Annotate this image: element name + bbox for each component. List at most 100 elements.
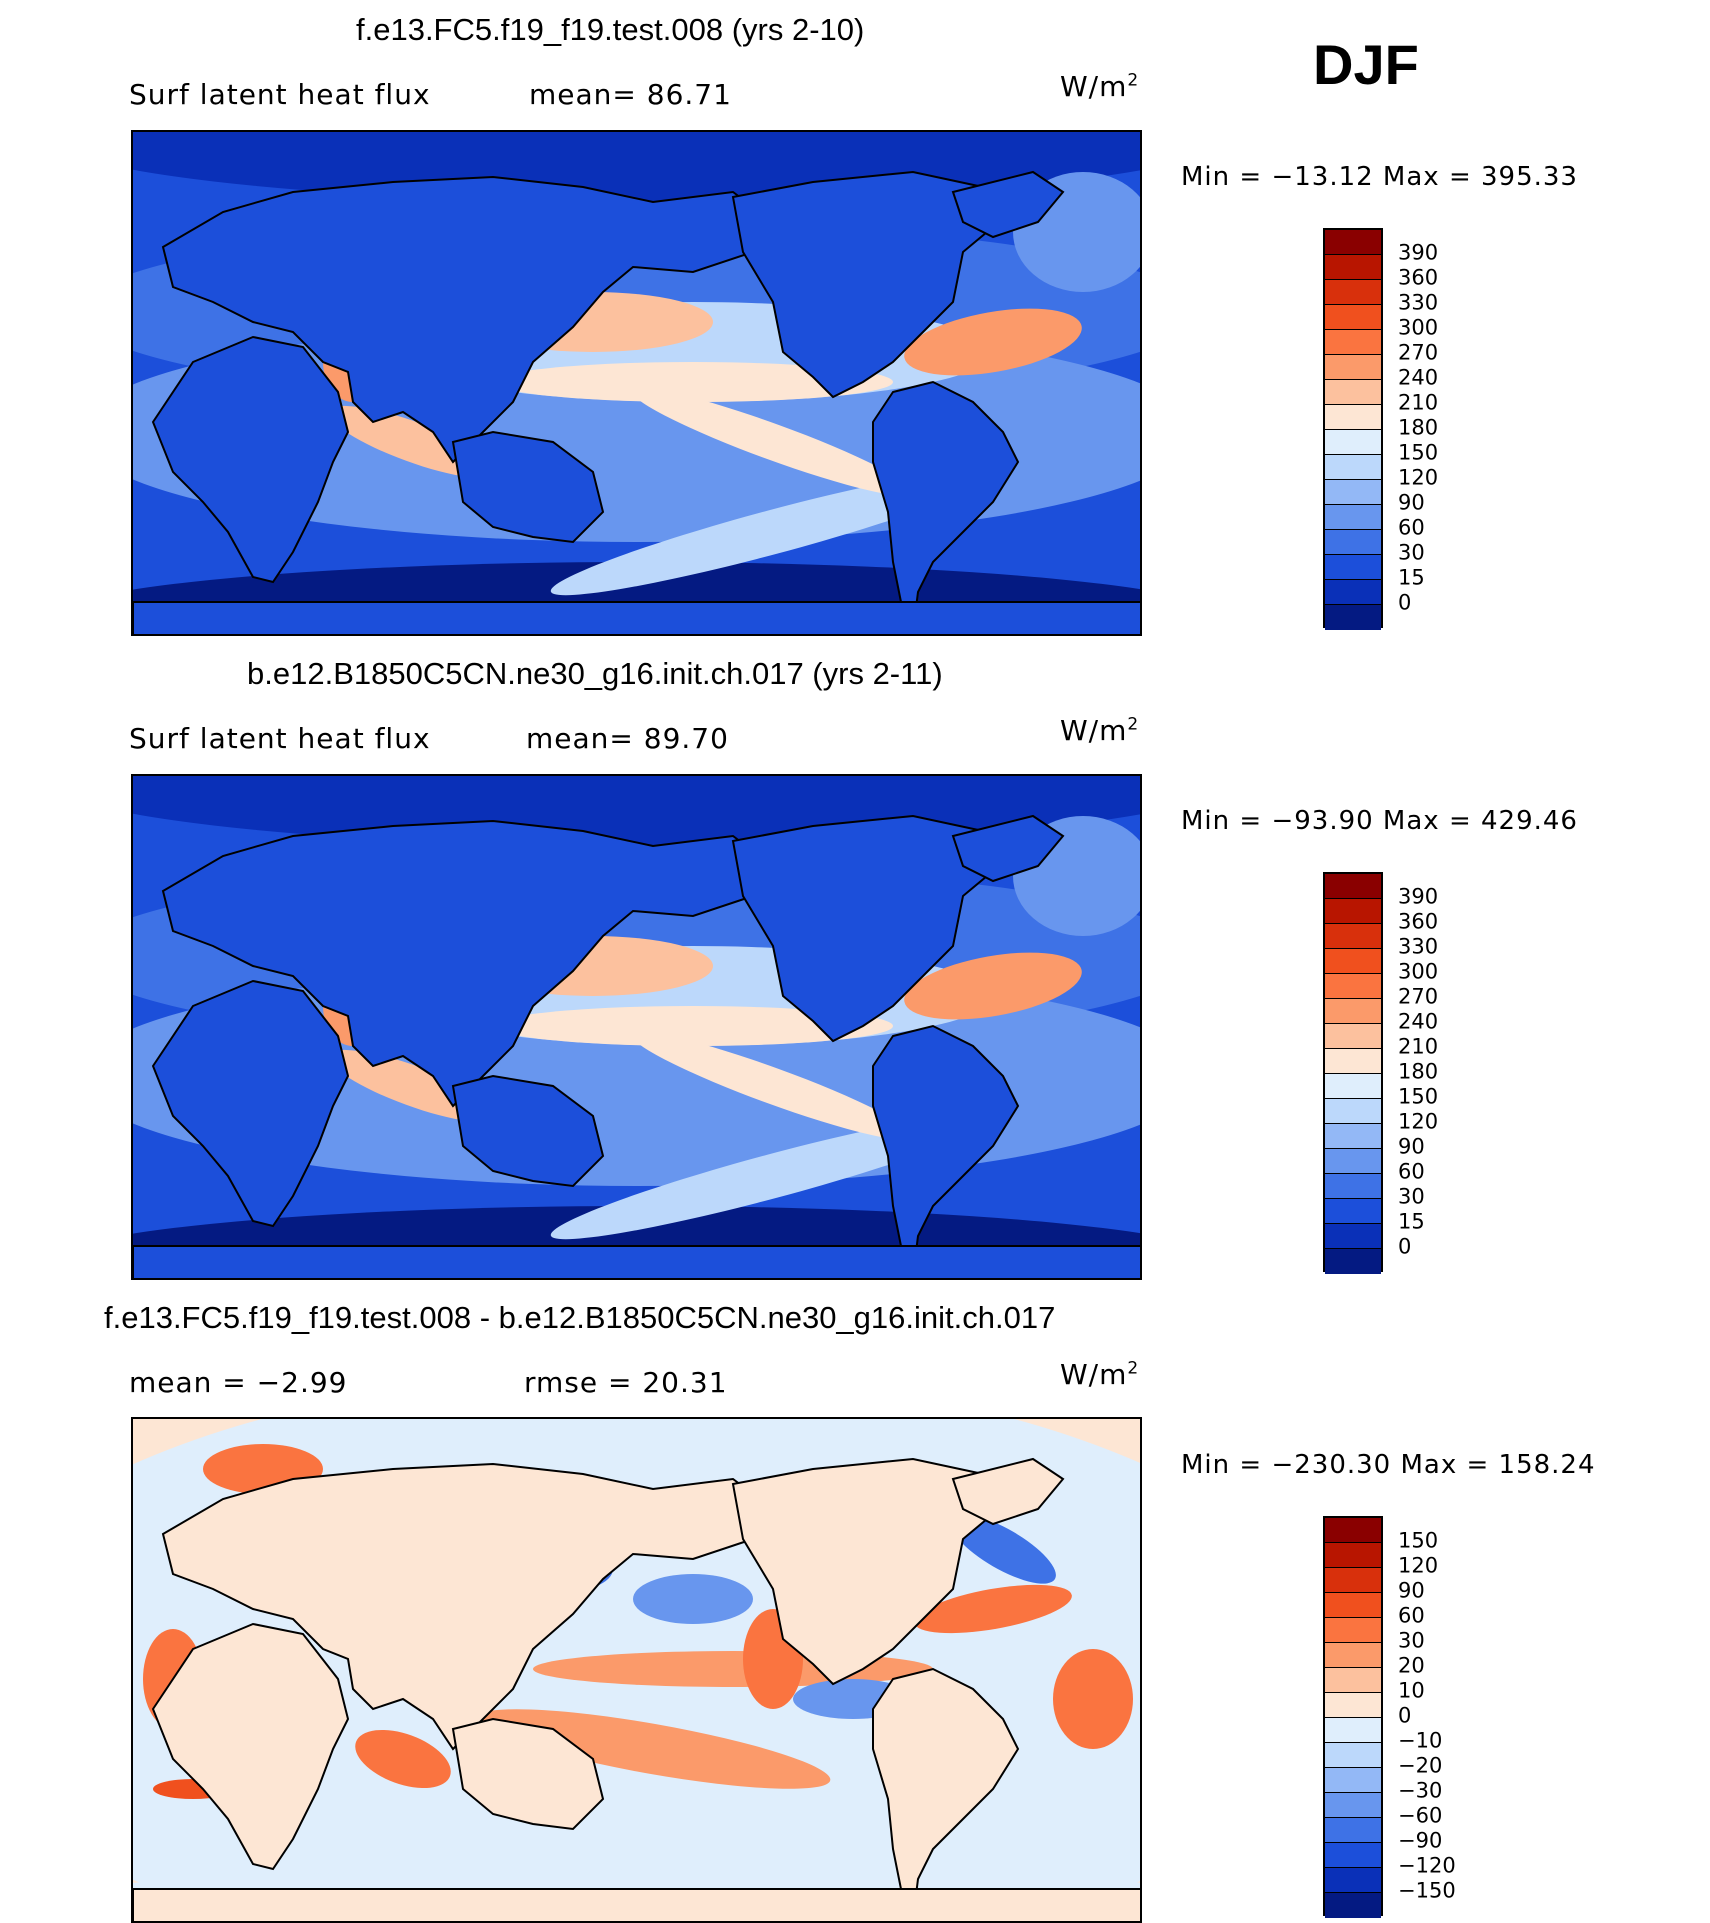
colorbar-swatch — [1325, 455, 1381, 480]
colorbar-swatch — [1325, 949, 1381, 974]
colorbar-level-label: 15 — [1398, 565, 1425, 590]
panel-3-title: f.e13.FC5.f19_f19.test.008 - b.e12.B1850… — [104, 1300, 1056, 1335]
panel-3-map — [131, 1417, 1142, 1923]
panel-1-colorbar — [1323, 228, 1383, 630]
colorbar-level-label: 30 — [1398, 540, 1425, 565]
colorbar-swatch — [1325, 1668, 1381, 1693]
colorbar-level-label: 0 — [1398, 1234, 1412, 1259]
colorbar-swatch — [1325, 1718, 1381, 1743]
colorbar-level-label: 240 — [1398, 365, 1439, 390]
colorbar-level-label: 120 — [1398, 1553, 1439, 1578]
colorbar-swatch — [1325, 1593, 1381, 1618]
colorbar-swatch — [1325, 1224, 1381, 1249]
panel-3-mean: mean = −2.99 — [129, 1366, 348, 1399]
colorbar-level-label: 90 — [1398, 490, 1425, 515]
colorbar-swatch — [1325, 899, 1381, 924]
colorbar-level-label: 360 — [1398, 265, 1439, 290]
colorbar-level-label: 90 — [1398, 1134, 1425, 1159]
panel-1-units: W/m2 — [1060, 70, 1140, 103]
panel-2-title: b.e12.B1850C5CN.ne30_g16.init.ch.017 (yr… — [247, 656, 943, 691]
colorbar-swatch — [1325, 480, 1381, 505]
colorbar-level-label: 10 — [1398, 1678, 1425, 1703]
colorbar-level-label: −20 — [1398, 1753, 1443, 1778]
colorbar-swatch — [1325, 330, 1381, 355]
colorbar-swatch — [1325, 530, 1381, 555]
colorbar-level-label: 300 — [1398, 959, 1439, 984]
colorbar-level-label: −90 — [1398, 1828, 1443, 1853]
colorbar-swatch — [1325, 580, 1381, 605]
colorbar-swatch — [1325, 1249, 1381, 1274]
colorbar-level-label: 180 — [1398, 415, 1439, 440]
panel-1-map — [131, 130, 1142, 636]
colorbar-level-label: 210 — [1398, 390, 1439, 415]
panel-2-colorbar — [1323, 872, 1383, 1274]
colorbar-level-label: 390 — [1398, 240, 1439, 265]
colorbar-level-label: 150 — [1398, 1084, 1439, 1109]
colorbar-level-label: −30 — [1398, 1778, 1443, 1803]
colorbar-level-label: 120 — [1398, 465, 1439, 490]
colorbar-level-label: 15 — [1398, 1209, 1425, 1234]
panel-3-rmse: rmse = 20.31 — [524, 1366, 728, 1399]
panel-1-minmax: Min = −13.12 Max = 395.33 — [1181, 162, 1578, 192]
colorbar-level-label: 330 — [1398, 934, 1439, 959]
colorbar-level-label: −150 — [1398, 1878, 1456, 1903]
colorbar-level-label: 390 — [1398, 884, 1439, 909]
panel-2-mean: mean= 89.70 — [526, 722, 729, 755]
colorbar-level-label: 270 — [1398, 340, 1439, 365]
colorbar-swatch — [1325, 255, 1381, 280]
colorbar-level-label: 20 — [1398, 1653, 1425, 1678]
colorbar-level-label: 60 — [1398, 1603, 1425, 1628]
colorbar-swatch — [1325, 280, 1381, 305]
colorbar-level-label: 240 — [1398, 1009, 1439, 1034]
colorbar-swatch — [1325, 1693, 1381, 1718]
colorbar-swatch — [1325, 1743, 1381, 1768]
colorbar-level-label: 60 — [1398, 1159, 1425, 1184]
panel-2-map — [131, 774, 1142, 1280]
colorbar-swatch — [1325, 1174, 1381, 1199]
colorbar-swatch — [1325, 505, 1381, 530]
colorbar-level-label: 210 — [1398, 1034, 1439, 1059]
panel-2-minmax: Min = −93.90 Max = 429.46 — [1181, 806, 1578, 836]
colorbar-swatch — [1325, 380, 1381, 405]
colorbar-swatch — [1325, 405, 1381, 430]
colorbar-swatch — [1325, 1099, 1381, 1124]
colorbar-level-label: 150 — [1398, 1528, 1439, 1553]
colorbar-swatch — [1325, 1643, 1381, 1668]
colorbar-swatch — [1325, 1618, 1381, 1643]
panel-1-title: f.e13.FC5.f19_f19.test.008 (yrs 2-10) — [356, 12, 865, 47]
colorbar-swatch — [1325, 305, 1381, 330]
panel-2-variable: Surf latent heat flux — [129, 722, 431, 755]
colorbar-level-label: 300 — [1398, 315, 1439, 340]
colorbar-swatch — [1325, 1074, 1381, 1099]
colorbar-level-label: 180 — [1398, 1059, 1439, 1084]
panel-1-variable: Surf latent heat flux — [129, 78, 431, 111]
colorbar-swatch — [1325, 1049, 1381, 1074]
colorbar-swatch — [1325, 1818, 1381, 1843]
colorbar-swatch — [1325, 1543, 1381, 1568]
colorbar-swatch — [1325, 974, 1381, 999]
colorbar-swatch — [1325, 1843, 1381, 1868]
colorbar-level-label: −10 — [1398, 1728, 1443, 1753]
colorbar-swatch — [1325, 355, 1381, 380]
colorbar-level-label: 330 — [1398, 290, 1439, 315]
panel-3-units: W/m2 — [1060, 1358, 1140, 1391]
colorbar-swatch — [1325, 1893, 1381, 1918]
colorbar-level-label: 0 — [1398, 590, 1412, 615]
season-label: DJF — [1313, 33, 1419, 96]
colorbar-level-label: 30 — [1398, 1184, 1425, 1209]
panel-1-mean: mean= 86.71 — [529, 78, 732, 111]
colorbar-swatch — [1325, 230, 1381, 255]
colorbar-swatch — [1325, 605, 1381, 630]
colorbar-level-label: 30 — [1398, 1628, 1425, 1653]
colorbar-level-label: 270 — [1398, 984, 1439, 1009]
colorbar-level-label: −60 — [1398, 1803, 1443, 1828]
colorbar-level-label: 150 — [1398, 440, 1439, 465]
colorbar-level-label: 90 — [1398, 1578, 1425, 1603]
colorbar-swatch — [1325, 1518, 1381, 1543]
colorbar-swatch — [1325, 874, 1381, 899]
panel-3-minmax: Min = −230.30 Max = 158.24 — [1181, 1450, 1596, 1480]
colorbar-swatch — [1325, 1199, 1381, 1224]
colorbar-swatch — [1325, 924, 1381, 949]
colorbar-level-label: 0 — [1398, 1703, 1412, 1728]
colorbar-swatch — [1325, 1149, 1381, 1174]
